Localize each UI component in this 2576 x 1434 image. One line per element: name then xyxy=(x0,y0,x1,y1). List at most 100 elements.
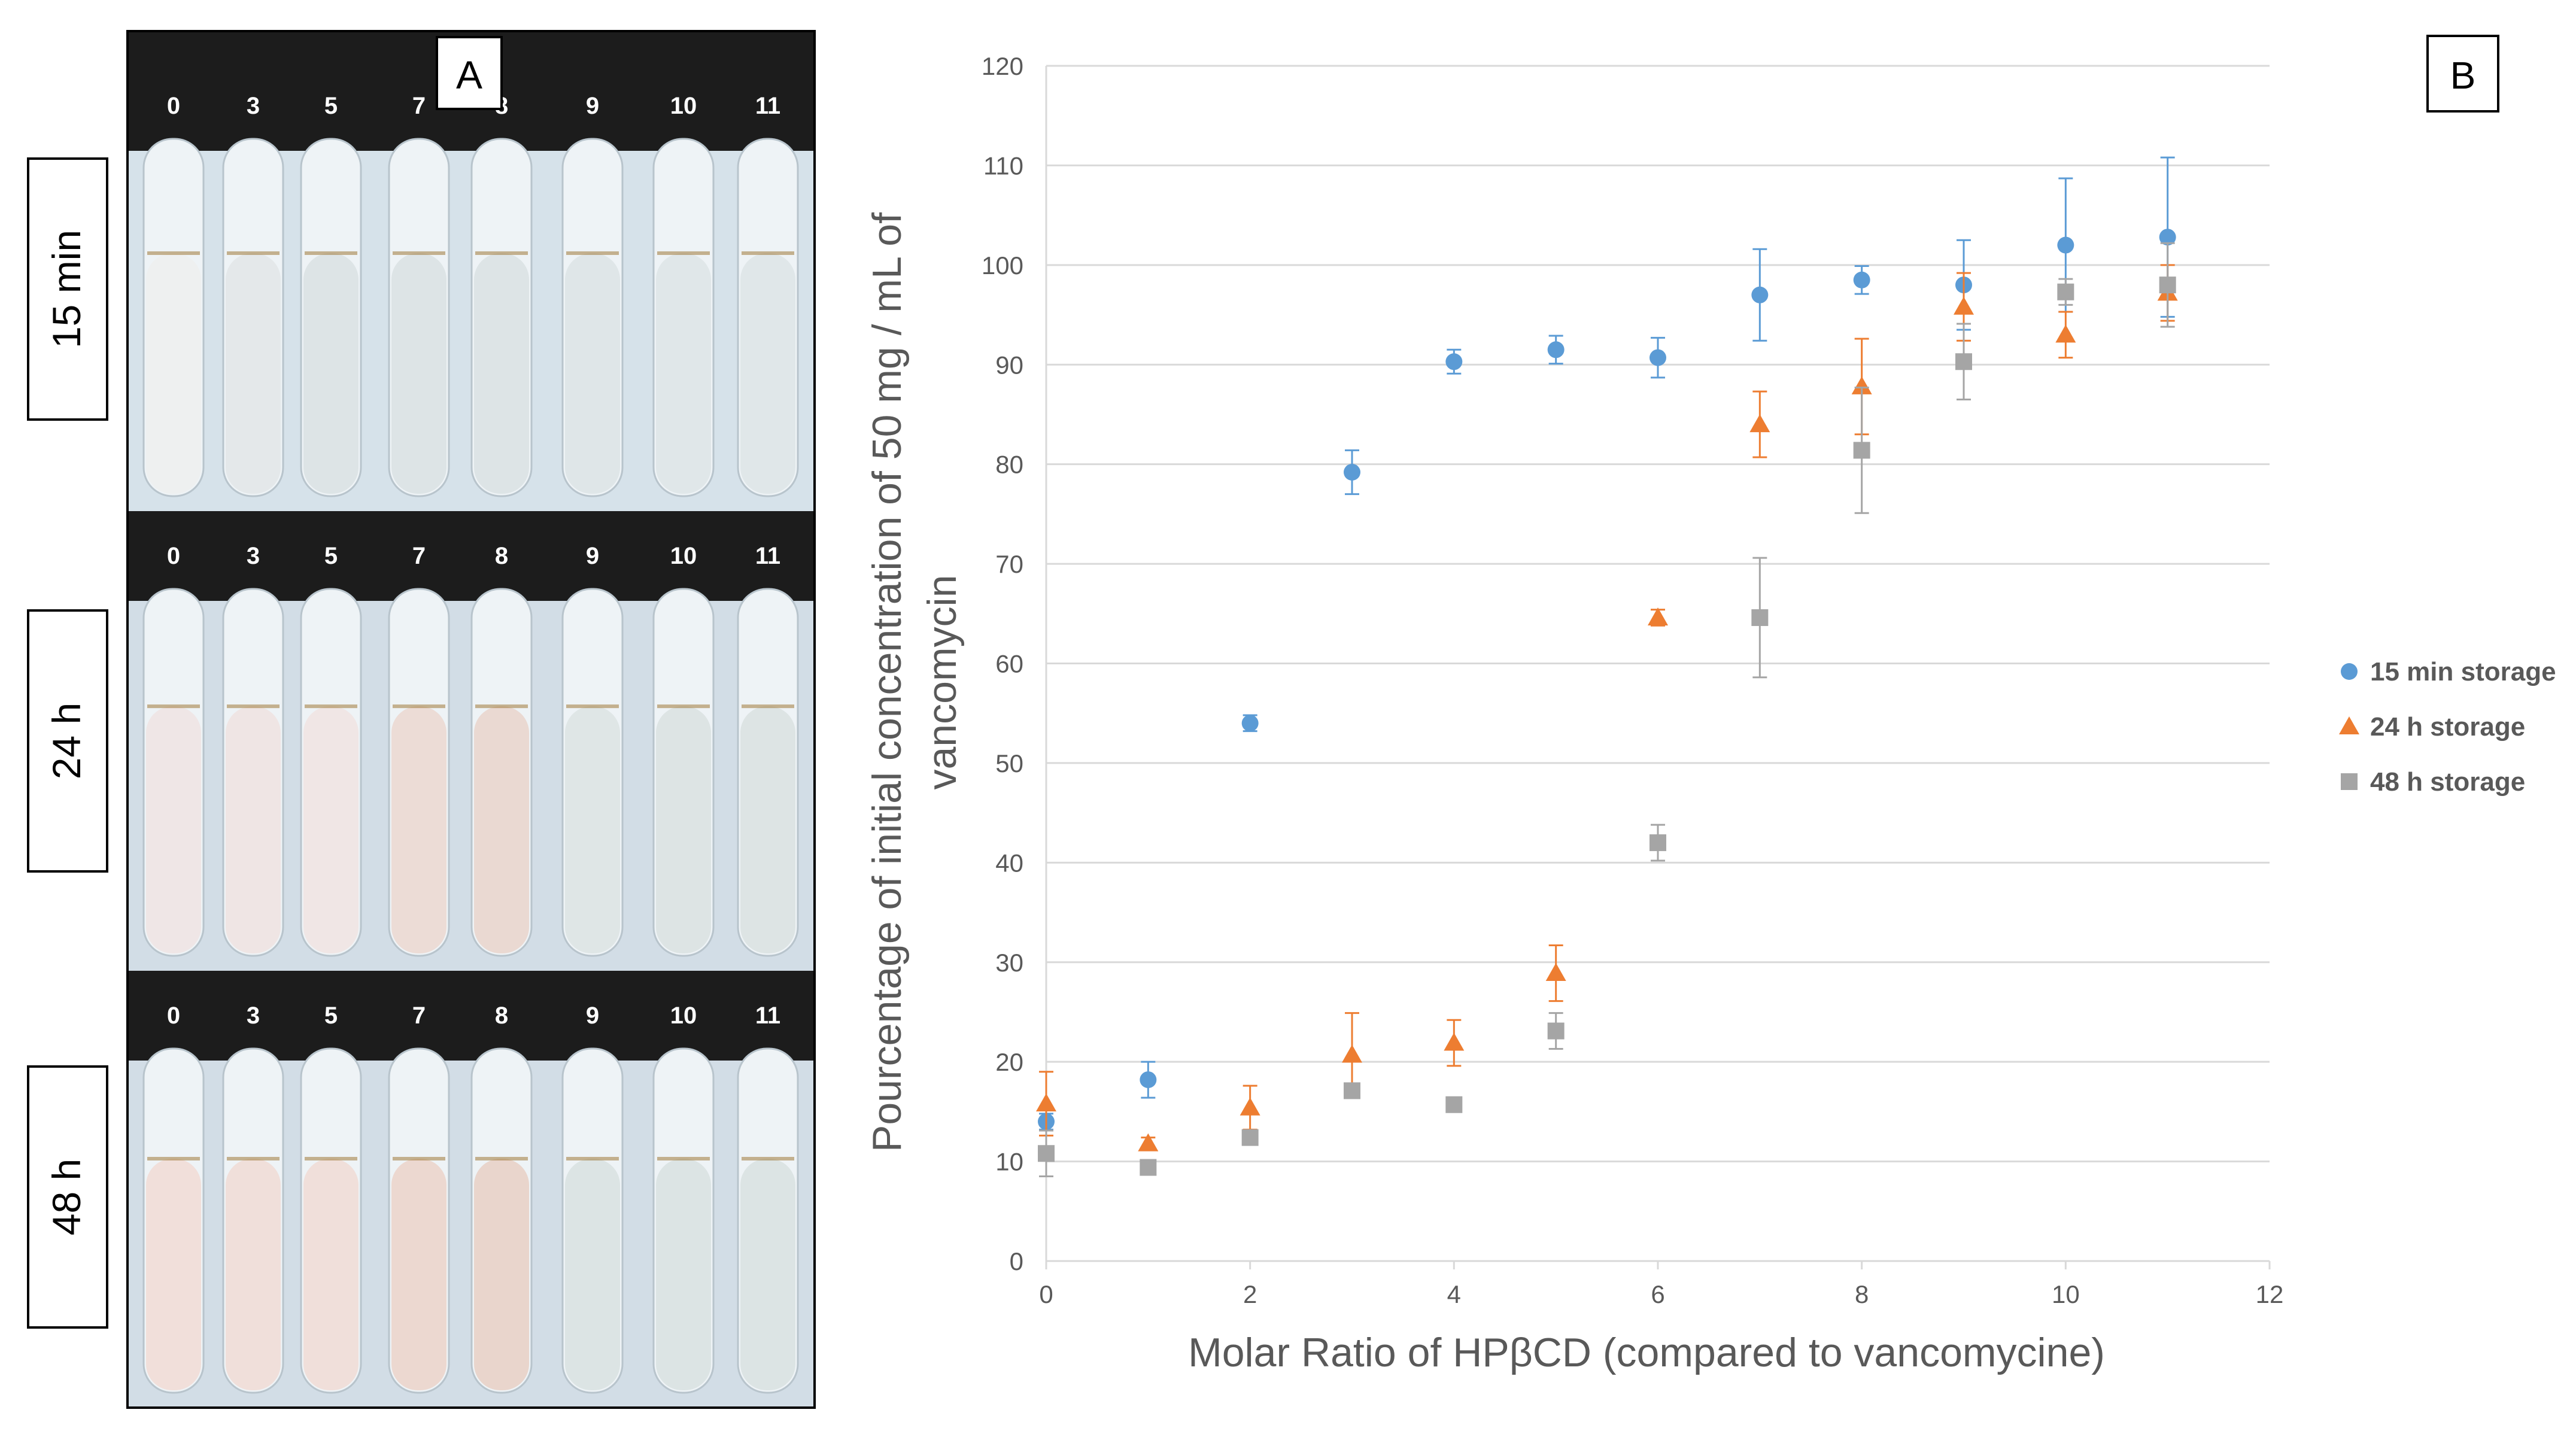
row-label-3: 48 h xyxy=(27,1065,108,1329)
legend-label: 15 min storage xyxy=(2370,657,2556,686)
tube: 3 xyxy=(222,543,284,957)
panel-a-label: A xyxy=(456,53,482,97)
legend-item: 15 min storage xyxy=(2341,657,2556,686)
y-tick-label: 90 xyxy=(995,351,1023,379)
gridlines xyxy=(1046,65,2270,1163)
y-axis-label-line2: vancomycin xyxy=(919,575,965,789)
tube-number-label: 5 xyxy=(324,93,338,119)
data-point xyxy=(1241,1129,1259,1146)
x-tick-label: 8 xyxy=(1855,1280,1869,1308)
data-point xyxy=(2159,229,2176,246)
legend-item: 48 h storage xyxy=(2341,767,2525,797)
data-point xyxy=(1445,1096,1463,1113)
tube-number-label: 7 xyxy=(412,543,426,569)
tube-number-label: 10 xyxy=(670,543,697,569)
tube: 9 xyxy=(561,93,624,497)
data-point xyxy=(1038,1145,1055,1162)
tube-number-label: 9 xyxy=(586,1002,599,1029)
data-point xyxy=(1344,1082,1360,1099)
tube: 7 xyxy=(388,1002,450,1394)
tube: 0 xyxy=(142,93,205,497)
x-tick-label: 0 xyxy=(1039,1280,1053,1308)
tube-number-label: 0 xyxy=(167,1002,180,1029)
photo-row-2: 0 3 5 7 8 9 10 11 xyxy=(129,511,813,971)
data-point xyxy=(1955,353,1972,370)
tube-number-label: 0 xyxy=(167,543,180,569)
data-point xyxy=(2341,773,2358,790)
y-tick-label: 10 xyxy=(995,1148,1023,1176)
y-tick-label: 110 xyxy=(983,151,1023,180)
data-point xyxy=(1140,1159,1157,1176)
tube: 3 xyxy=(222,93,284,497)
tube-number-label: 11 xyxy=(755,1002,780,1029)
row-label-2: 24 h xyxy=(27,609,108,873)
data-point xyxy=(1240,1097,1260,1116)
data-point xyxy=(2055,324,2076,343)
tube: 5 xyxy=(300,93,362,497)
y-tick-label: 0 xyxy=(1010,1247,1023,1275)
y-tick-label: 80 xyxy=(995,451,1023,479)
tube-number-label: 5 xyxy=(324,543,338,569)
tube: 0 xyxy=(142,543,205,957)
x-tick-label: 4 xyxy=(1447,1280,1461,1308)
tube: 8 xyxy=(470,1002,533,1394)
y-tick-label: 20 xyxy=(995,1048,1023,1076)
x-tick-label: 12 xyxy=(2256,1280,2284,1308)
tube: 10 xyxy=(652,93,715,497)
panel-b-label-box xyxy=(2426,35,2499,113)
tube: 5 xyxy=(300,543,362,957)
scatter-chart: 0 10 20 30 40 50 60 70 80 90 100 110 120 0 2 4 6 8 10 12 M… xyxy=(864,52,2556,1375)
row-label-1: 15 min xyxy=(27,157,108,421)
row-label-text: 15 min xyxy=(44,230,89,348)
tube-number-label: 10 xyxy=(670,93,697,119)
data-point xyxy=(1853,442,1870,459)
data-point xyxy=(1342,1044,1362,1063)
y-tick-label: 50 xyxy=(995,749,1023,777)
tube: 9 xyxy=(561,1002,624,1394)
series-48-h-storage xyxy=(1038,242,2176,1178)
y-tick-labels: 0 10 20 30 40 50 60 70 80 90 100 110 120 xyxy=(982,52,1023,1275)
y-tick-label: 40 xyxy=(995,849,1023,877)
tube-number-label: 5 xyxy=(324,1002,338,1029)
tube-number-label: 8 xyxy=(495,543,508,569)
legend-label: 48 h storage xyxy=(2370,767,2525,797)
tube-number-label: 0 xyxy=(167,93,180,119)
tube-number-label: 3 xyxy=(247,1002,260,1029)
tube-number-label: 9 xyxy=(586,543,599,569)
panel-a-frame xyxy=(126,30,816,1409)
photo-row-1: 0 3 5 7 8 9 10 11 xyxy=(129,31,813,511)
legend-label: 24 h storage xyxy=(2370,712,2525,742)
data-point xyxy=(1138,1133,1159,1152)
series-24-h-storage xyxy=(1036,264,2178,1152)
data-point xyxy=(1853,271,1870,288)
panel-a-photos: 0 3 5 7 8 9 10 11 0 3 5 7 8 9 10 11 0 3 5 7 8 9 10 11 A 15 min 2… xyxy=(27,30,816,1409)
data-point xyxy=(1344,463,1360,481)
data-point xyxy=(1751,609,1769,626)
y-tick-label: 100 xyxy=(982,251,1023,279)
y-tick-label: 30 xyxy=(995,949,1023,977)
data-point xyxy=(2341,663,2358,680)
tube-number-label: 3 xyxy=(247,93,260,119)
x-tick-label: 6 xyxy=(1651,1280,1664,1308)
data-point xyxy=(1445,353,1463,370)
series-layer xyxy=(1036,156,2178,1178)
tube: 7 xyxy=(388,93,450,497)
data-point xyxy=(2057,283,2074,300)
data-point xyxy=(1241,715,1259,732)
data-point xyxy=(1648,607,1668,625)
y-tick-label: 60 xyxy=(995,650,1023,678)
data-point xyxy=(1954,296,1974,315)
data-point xyxy=(1545,963,1566,982)
tube-number-label: 9 xyxy=(586,93,599,119)
x-tick-labels: 0 2 4 6 8 10 12 xyxy=(1039,1280,2283,1308)
data-point xyxy=(1751,286,1769,303)
tube: 8 xyxy=(470,93,533,497)
data-point xyxy=(2159,277,2176,294)
tube: 3 xyxy=(222,1002,284,1394)
data-point xyxy=(1036,1093,1056,1112)
data-point xyxy=(1650,834,1666,852)
y-axis-label-line1: Pourcentage of initial concentration of … xyxy=(864,212,910,1152)
tube-number-label: 3 xyxy=(247,543,260,569)
row-label-text: 24 h xyxy=(44,703,89,779)
